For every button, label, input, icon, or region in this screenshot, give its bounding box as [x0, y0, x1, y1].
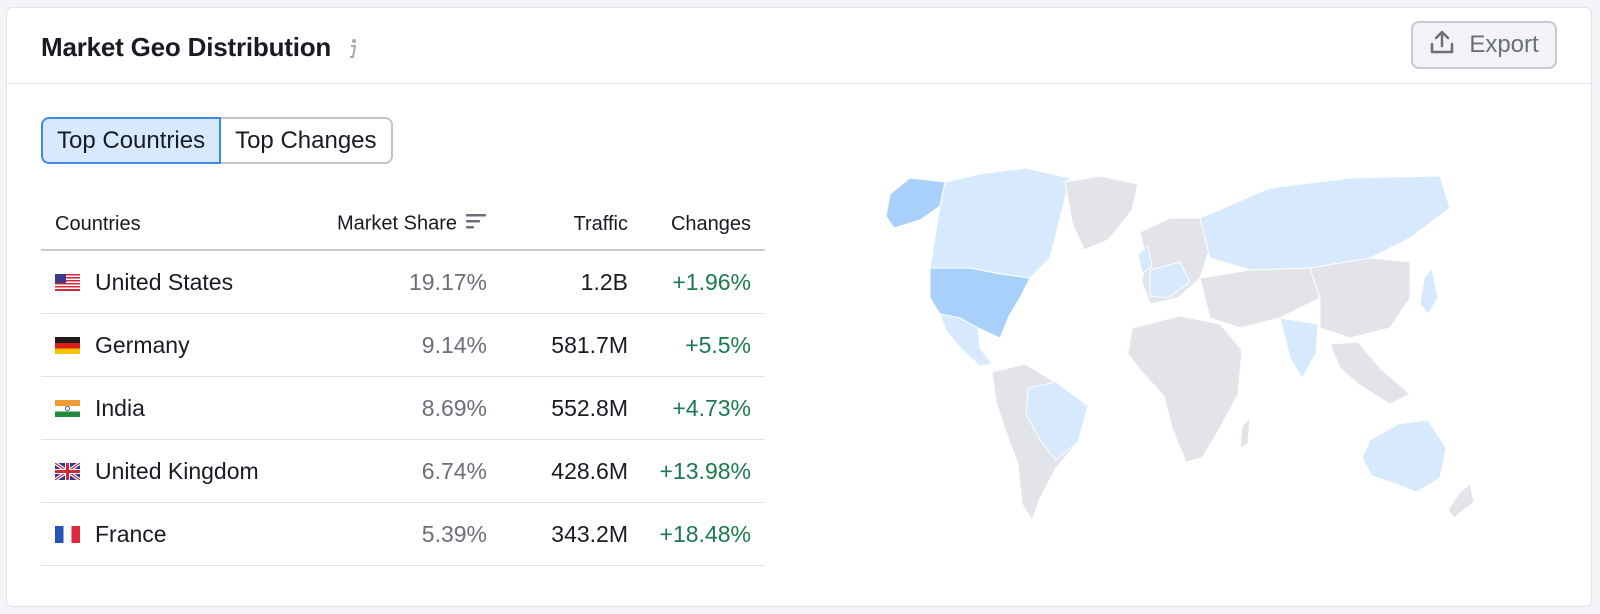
- traffic-value: 581.7M: [501, 313, 642, 377]
- map-region-russia[interactable]: [1199, 175, 1451, 271]
- map-region-madagascar[interactable]: [1239, 416, 1251, 449]
- country-name[interactable]: United Kingdom: [95, 457, 259, 484]
- country-cell: Germany: [41, 313, 291, 377]
- map-region-central-asia[interactable]: [1199, 267, 1321, 329]
- de-flag-icon: [55, 336, 80, 354]
- table-row: United Kingdom 6.74% 428.6M +13.98%: [41, 439, 765, 503]
- map-region-japan[interactable]: [1419, 266, 1439, 315]
- map-region-africa[interactable]: [1127, 315, 1243, 463]
- export-button[interactable]: Export: [1411, 21, 1557, 69]
- change-value: +5.5%: [642, 313, 765, 377]
- traffic-value: 552.8M: [501, 376, 642, 440]
- traffic-value: 343.2M: [501, 502, 642, 566]
- in-flag-icon: [55, 399, 80, 417]
- country-name[interactable]: United States: [95, 268, 234, 295]
- change-value: +1.96%: [642, 250, 765, 314]
- tab-top-countries[interactable]: Top Countries: [41, 117, 222, 164]
- map-region-australia[interactable]: [1361, 419, 1447, 493]
- market-share-value: 6.74%: [291, 439, 501, 503]
- traffic-value: 428.6M: [501, 439, 642, 503]
- map-region-east-asia[interactable]: [1309, 257, 1411, 339]
- column-header-market-share[interactable]: Market Share: [291, 199, 501, 251]
- map-region-new-zealand[interactable]: [1447, 483, 1475, 519]
- info-icon[interactable]: [345, 35, 361, 61]
- tab-group: Top Countries Top Changes: [41, 117, 393, 164]
- change-value: +18.48%: [642, 502, 765, 566]
- country-name[interactable]: India: [95, 394, 145, 421]
- export-label: Export: [1469, 31, 1539, 58]
- market-share-value: 9.14%: [291, 313, 501, 377]
- change-value: +13.98%: [642, 439, 765, 503]
- widget-title: Market Geo Distribution: [41, 32, 361, 63]
- column-header-countries: Countries: [41, 199, 291, 251]
- country-name[interactable]: France: [95, 520, 167, 547]
- change-value: +4.73%: [642, 376, 765, 440]
- map-region-brazil[interactable]: [1025, 381, 1089, 461]
- countries-table: Countries Market Share Traffic Changes U…: [41, 199, 765, 566]
- country-cell: United Kingdom: [41, 439, 291, 503]
- map-region-india[interactable]: [1279, 317, 1319, 379]
- table-header-row: Countries Market Share Traffic Changes: [41, 199, 765, 251]
- us-flag-icon: [55, 273, 80, 291]
- map-region-uk[interactable]: [1137, 245, 1153, 275]
- market-share-value: 8.69%: [291, 376, 501, 440]
- map-region-canada[interactable]: [929, 167, 1071, 279]
- widget-title-text: Market Geo Distribution: [41, 32, 332, 62]
- tab-top-changes[interactable]: Top Changes: [221, 117, 393, 164]
- market-geo-distribution-widget: Market Geo Distribution Export Top Count…: [6, 7, 1592, 607]
- country-cell: France: [41, 502, 291, 566]
- table-row: Germany 9.14% 581.7M +5.5%: [41, 313, 765, 377]
- map-region-mexico[interactable]: [939, 313, 993, 367]
- traffic-value: 1.2B: [501, 250, 642, 314]
- table-row: India 8.69% 552.8M +4.73%: [41, 376, 765, 440]
- market-share-label: Market Share: [336, 212, 457, 235]
- column-header-changes[interactable]: Changes: [642, 199, 765, 251]
- country-cell: United States: [41, 250, 291, 314]
- map-region-greenland[interactable]: [1064, 175, 1139, 251]
- map-region-alaska[interactable]: [885, 177, 946, 229]
- market-share-value: 19.17%: [291, 250, 501, 314]
- column-header-traffic[interactable]: Traffic: [501, 199, 642, 251]
- export-icon: [1429, 29, 1455, 62]
- map-region-usa[interactable]: [929, 267, 1031, 339]
- fr-flag-icon: [55, 525, 80, 543]
- gb-flag-icon: [55, 462, 80, 480]
- country-cell: India: [41, 376, 291, 440]
- table-row: France 5.39% 343.2M +18.48%: [41, 502, 765, 566]
- market-share-value: 5.39%: [291, 502, 501, 566]
- widget-header: Market Geo Distribution Export: [7, 8, 1591, 84]
- country-name[interactable]: Germany: [95, 331, 190, 358]
- map-region-western-europe[interactable]: [1149, 261, 1191, 299]
- map-region-southeast-asia[interactable]: [1329, 341, 1411, 405]
- world-map[interactable]: [850, 158, 1490, 538]
- table-row: United States 19.17% 1.2B +1.96%: [41, 250, 765, 314]
- sort-icon[interactable]: [465, 212, 487, 236]
